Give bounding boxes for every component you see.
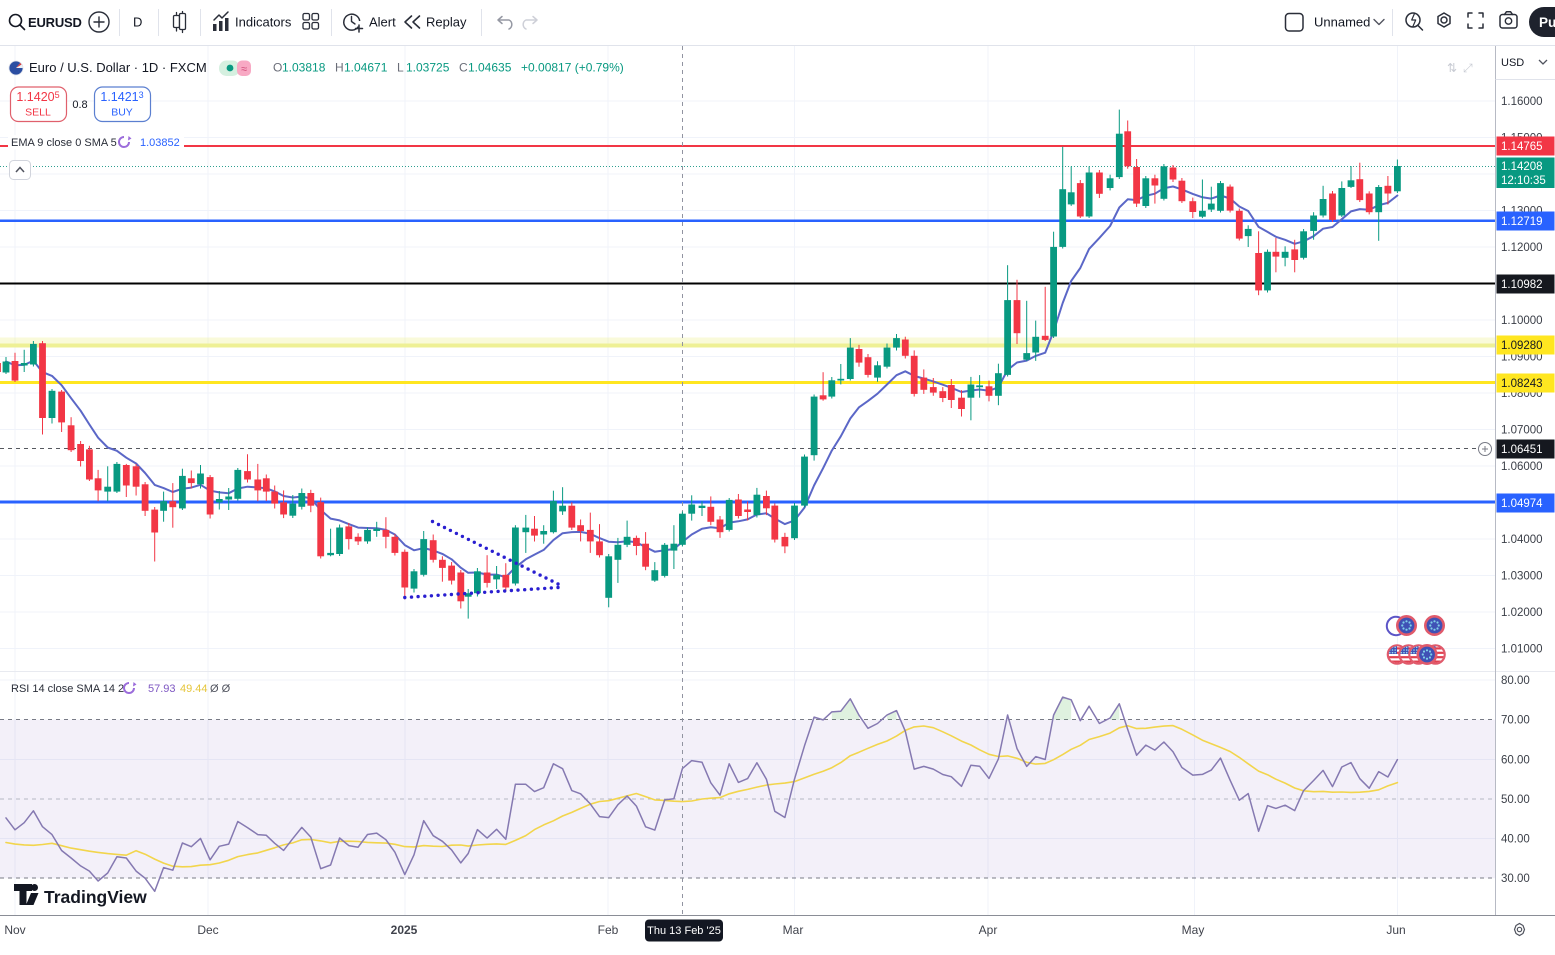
svg-text:≈: ≈	[241, 64, 247, 76]
svg-text:Dec: Dec	[197, 923, 218, 937]
svg-text:1.14765: 1.14765	[1501, 141, 1543, 153]
svg-text:1.03818: 1.03818	[282, 61, 326, 75]
svg-text:Unnamed: Unnamed	[1314, 15, 1370, 30]
svg-text:⇅: ⇅	[1447, 61, 1457, 75]
svg-text:1.14208: 1.14208	[1501, 161, 1543, 173]
svg-text:TradingView: TradingView	[44, 887, 147, 907]
svg-text:1.07000: 1.07000	[1501, 425, 1543, 437]
svg-text:Jun: Jun	[1386, 923, 1405, 937]
svg-text:60.00: 60.00	[1501, 754, 1530, 766]
svg-text:1.03000: 1.03000	[1501, 571, 1543, 583]
svg-text:30.00: 30.00	[1501, 873, 1530, 885]
svg-text:1.12000: 1.12000	[1501, 242, 1543, 254]
svg-text:1.04635: 1.04635	[468, 61, 512, 75]
svg-text:50.00: 50.00	[1501, 794, 1530, 806]
svg-text:Ø Ø: Ø Ø	[210, 683, 231, 695]
svg-text:D: D	[133, 15, 142, 30]
svg-text:1.01000: 1.01000	[1501, 644, 1543, 656]
svg-text:Pu: Pu	[1539, 15, 1555, 30]
svg-text:1.04671: 1.04671	[344, 61, 388, 75]
svg-text:L: L	[397, 61, 404, 75]
svg-text:1.14205: 1.14205	[16, 90, 59, 104]
svg-text:57.93: 57.93	[148, 683, 176, 695]
svg-text:1.16000: 1.16000	[1501, 96, 1543, 108]
svg-text:Indicators: Indicators	[235, 15, 292, 30]
svg-text:80.00: 80.00	[1501, 675, 1530, 687]
svg-text:0.8: 0.8	[72, 99, 87, 111]
svg-text:EMA 9 close 0 SMA 5: EMA 9 close 0 SMA 5	[11, 137, 117, 149]
svg-text:⤢: ⤢	[1462, 61, 1473, 75]
svg-text:C: C	[459, 61, 468, 75]
svg-text:Euro / U.S. Dollar · 1D · FXCM: Euro / U.S. Dollar · 1D · FXCM	[29, 60, 207, 75]
svg-text:Alert: Alert	[369, 15, 396, 30]
svg-text:SELL: SELL	[25, 107, 51, 119]
svg-text:Thu 13 Feb '25: Thu 13 Feb '25	[647, 925, 721, 937]
svg-text:1.04000: 1.04000	[1501, 534, 1543, 546]
svg-text:Feb: Feb	[598, 923, 619, 937]
svg-text:H: H	[335, 61, 344, 75]
svg-text:1.03852: 1.03852	[140, 137, 180, 149]
svg-text:+0.00817 (+0.79%): +0.00817 (+0.79%)	[521, 61, 624, 75]
svg-text:1.02000: 1.02000	[1501, 607, 1543, 619]
svg-text:BUY: BUY	[111, 107, 133, 119]
svg-text:1.04974: 1.04974	[1501, 498, 1543, 510]
svg-text:Replay: Replay	[426, 15, 467, 30]
svg-text:1.09280: 1.09280	[1501, 340, 1543, 352]
svg-text:1.10982: 1.10982	[1501, 279, 1543, 291]
svg-text:40.00: 40.00	[1501, 834, 1530, 846]
svg-text:EURUSD: EURUSD	[28, 15, 82, 30]
svg-text:RSI 14 close SMA 14 2: RSI 14 close SMA 14 2	[11, 683, 124, 695]
svg-text:70.00: 70.00	[1501, 715, 1530, 727]
svg-text:1.03725: 1.03725	[406, 61, 450, 75]
svg-text:1.14213: 1.14213	[100, 90, 143, 104]
svg-text:Nov: Nov	[4, 923, 25, 937]
svg-text:1.10000: 1.10000	[1501, 315, 1543, 327]
svg-text:O: O	[273, 61, 282, 75]
svg-text:USD: USD	[1501, 57, 1524, 69]
svg-text:1.12719: 1.12719	[1501, 216, 1543, 228]
svg-text:2025: 2025	[391, 923, 418, 937]
svg-text:1.06451: 1.06451	[1501, 444, 1543, 456]
svg-text:1.06000: 1.06000	[1501, 461, 1543, 473]
svg-text:Mar: Mar	[783, 923, 804, 937]
svg-text:12:10:35: 12:10:35	[1501, 175, 1546, 187]
svg-text:49.44: 49.44	[180, 683, 208, 695]
svg-text:1.08243: 1.08243	[1501, 378, 1543, 390]
svg-text:Apr: Apr	[979, 923, 998, 937]
svg-text:May: May	[1182, 923, 1205, 937]
